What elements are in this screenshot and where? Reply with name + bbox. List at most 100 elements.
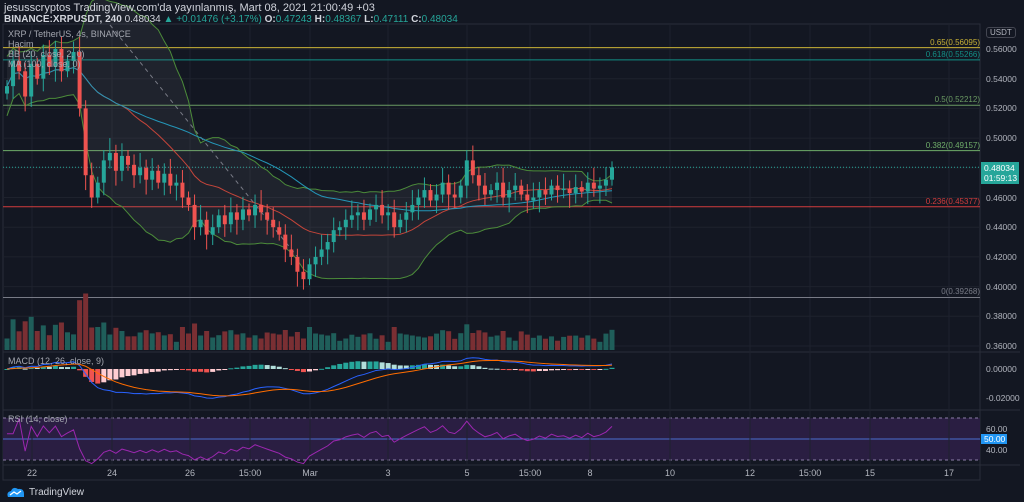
volume-bar	[210, 337, 216, 350]
macd-histogram-bar	[71, 366, 77, 369]
close-value: 0.48034	[421, 14, 458, 25]
legend-macd[interactable]: MACD (12, 26, close, 9)	[8, 356, 105, 366]
candle-body	[361, 212, 366, 220]
candle-body	[349, 215, 354, 220]
volume-bar	[403, 334, 409, 350]
macd-histogram-bar	[524, 369, 530, 372]
volume-bar	[343, 338, 349, 350]
candle-body	[591, 182, 596, 189]
macd-histogram-bar	[452, 366, 458, 369]
macd-histogram-bar	[337, 363, 343, 369]
candle-body	[17, 60, 22, 72]
fib-level-label: 0.618(0.55266)	[925, 49, 980, 59]
volume-bar	[192, 323, 198, 350]
macd-histogram-bar	[518, 369, 524, 371]
volume-bar	[246, 337, 252, 350]
legend-symbol[interactable]: XRP / TetherUS, 4s, BINANCE	[8, 29, 131, 39]
candle-body	[507, 190, 512, 198]
volume-bar	[530, 337, 536, 350]
volume-bar	[585, 335, 591, 350]
macd-histogram-bar	[77, 369, 83, 371]
cloud-icon	[7, 487, 24, 497]
volume-bar	[524, 334, 530, 350]
volume-bar	[34, 331, 40, 350]
macd-histogram-bar	[361, 361, 367, 369]
candle-body	[531, 197, 536, 201]
volume-bar	[186, 333, 191, 350]
candle-body	[476, 175, 481, 186]
volume-bar	[198, 335, 204, 350]
candle-body	[156, 170, 161, 183]
candle-body	[180, 182, 185, 198]
candle-body	[610, 167, 614, 180]
legend-bb[interactable]: BB (20, close, 2, 0)	[8, 49, 85, 59]
volume-bar	[40, 325, 46, 350]
last-price-value: 0.48034	[984, 163, 1015, 173]
macd-histogram-bar	[101, 369, 107, 383]
macd-histogram-bar	[555, 369, 561, 371]
volume-bar	[113, 327, 119, 350]
low-label: L:	[364, 14, 374, 25]
candle-body	[440, 182, 445, 195]
volume-bar	[440, 330, 446, 350]
legend-ma[interactable]: MA (100, close, 0)	[8, 59, 81, 69]
symbol-ohlc-line: BINANCE:XRPUSDT, 240 0.48034 ▲ +0.01476 …	[4, 14, 458, 25]
candle-body	[29, 63, 34, 97]
volume-bar	[258, 338, 264, 350]
volume-bar	[536, 335, 542, 350]
candle-body	[579, 187, 584, 192]
macd-histogram-bar	[234, 367, 240, 369]
candle-body	[210, 227, 215, 235]
macd-histogram-bar	[446, 365, 452, 369]
close-label: C:	[411, 14, 422, 25]
candle-body	[11, 60, 16, 87]
volume-bar	[131, 336, 137, 350]
candle-body	[271, 219, 276, 228]
volume-bar	[542, 338, 548, 350]
macd-histogram-bar	[500, 369, 506, 370]
time-axis-label: 15	[864, 468, 876, 478]
rsi-axis-label: 40.00	[986, 445, 1008, 455]
symbol[interactable]: BINANCE:XRPUSDT, 240	[4, 14, 122, 25]
macd-histogram-bar	[270, 365, 276, 369]
volume-bar	[597, 341, 603, 350]
currency-button[interactable]: USDT	[986, 27, 1016, 38]
volume-bar	[325, 335, 331, 350]
volume-bar	[476, 330, 482, 350]
candle-body	[495, 182, 500, 191]
macd-histogram-bar	[4, 369, 10, 370]
candle-body	[325, 242, 330, 250]
macd-histogram-bar	[512, 369, 518, 371]
volume-bar	[349, 334, 355, 350]
candle-body	[119, 155, 124, 171]
candle-body	[71, 51, 76, 61]
candle-body	[585, 182, 590, 192]
candle-body	[392, 212, 397, 228]
legend-volume[interactable]: Hacim	[8, 39, 34, 49]
volume-bar	[28, 316, 34, 350]
candle-body	[95, 182, 100, 198]
macd-histogram-bar	[385, 363, 391, 369]
volume-bar	[397, 333, 403, 350]
volume-bar	[355, 336, 361, 350]
volume-bar	[149, 333, 155, 350]
candle-body	[138, 167, 143, 176]
time-axis-label: 17	[943, 468, 955, 478]
volume-bar	[137, 332, 143, 350]
volume-bar	[361, 334, 367, 350]
volume-bar	[446, 331, 452, 350]
candle-body	[573, 187, 578, 194]
volume-bar	[52, 324, 58, 350]
volume-bar	[494, 335, 500, 350]
macd-histogram-bar	[216, 369, 222, 371]
volume-bar	[155, 332, 161, 350]
volume-bar	[22, 321, 28, 350]
tradingview-logo[interactable]: TradingView	[6, 486, 84, 498]
volume-bar	[95, 327, 101, 350]
candle-body	[386, 212, 391, 216]
macd-histogram-bar	[476, 366, 482, 369]
legend-rsi[interactable]: RSI (14, close)	[8, 414, 68, 424]
volume-bar	[337, 340, 343, 350]
volume-bar	[313, 333, 319, 350]
